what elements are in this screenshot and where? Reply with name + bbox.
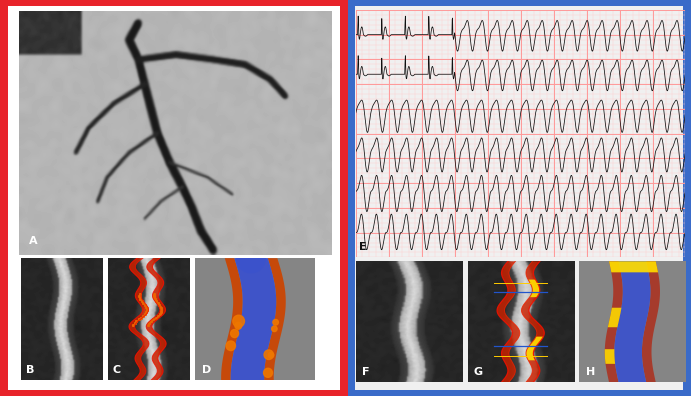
FancyBboxPatch shape [348,0,691,396]
Circle shape [237,244,265,273]
Text: E: E [359,242,367,253]
FancyBboxPatch shape [8,6,340,390]
Circle shape [272,326,277,331]
Polygon shape [221,258,243,380]
Circle shape [233,315,245,327]
Text: B: B [26,365,34,375]
Text: A: A [29,236,37,246]
Circle shape [263,368,272,377]
Polygon shape [129,258,149,380]
Polygon shape [526,337,543,360]
Polygon shape [497,261,520,382]
Circle shape [273,320,278,325]
FancyBboxPatch shape [355,6,683,390]
Polygon shape [264,258,286,380]
Polygon shape [605,261,623,382]
Circle shape [226,341,236,350]
Text: G: G [474,367,483,377]
Polygon shape [614,261,650,382]
Circle shape [231,329,238,337]
Text: H: H [586,367,595,377]
Polygon shape [609,261,658,272]
Polygon shape [642,261,660,382]
Polygon shape [605,349,615,364]
Polygon shape [608,308,621,327]
FancyBboxPatch shape [0,0,348,396]
Polygon shape [522,261,545,382]
Text: C: C [113,365,121,375]
Polygon shape [146,258,166,380]
Circle shape [268,352,274,358]
Polygon shape [231,258,276,380]
Text: D: D [202,365,211,375]
Polygon shape [528,280,540,297]
Circle shape [264,350,274,360]
Circle shape [235,322,242,329]
Text: F: F [362,367,370,377]
